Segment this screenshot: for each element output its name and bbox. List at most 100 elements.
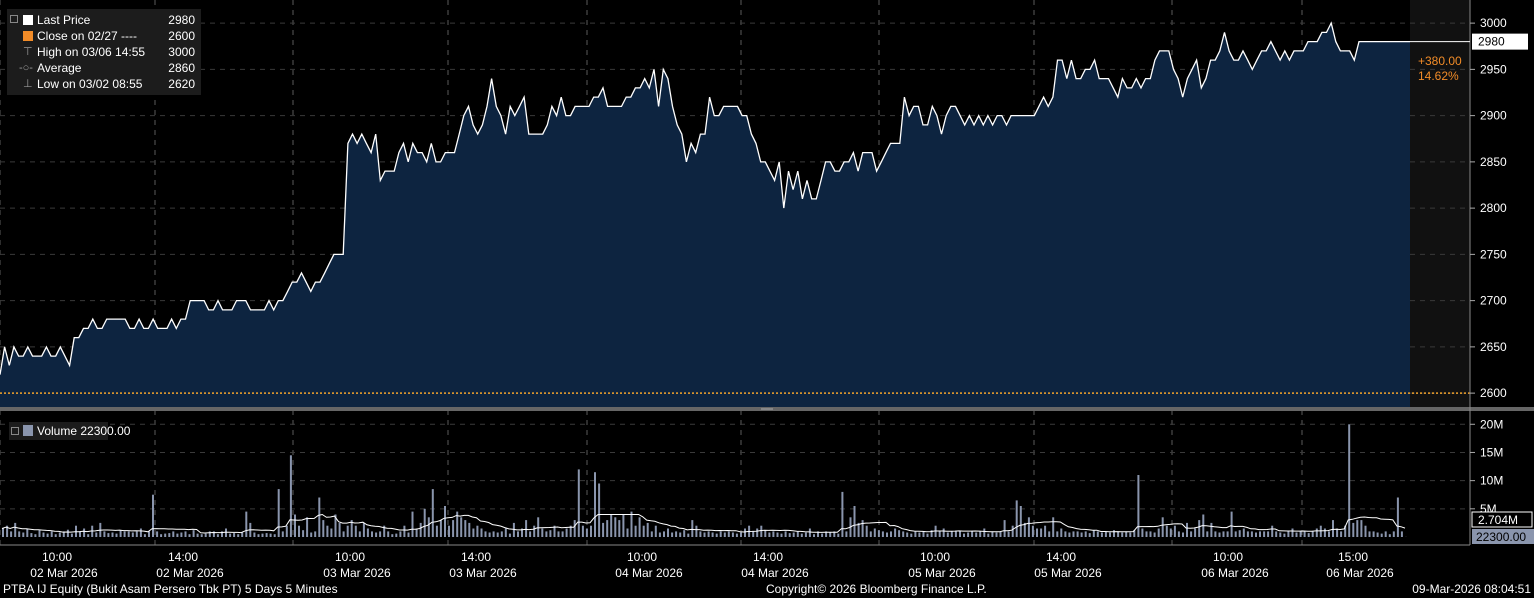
- volume-bar: [699, 531, 702, 537]
- volume-bar: [800, 533, 803, 537]
- volume-average-line: [1, 513, 1406, 534]
- volume-bar: [1088, 533, 1091, 537]
- volume-bar: [419, 522, 422, 537]
- volume-bar: [541, 528, 544, 537]
- volume-bar: [273, 534, 276, 537]
- volume-bar: [1019, 506, 1022, 537]
- volume-bar: [565, 528, 568, 537]
- volume-bar: [6, 525, 9, 537]
- volume-bar: [1303, 531, 1306, 537]
- volume-collapse-icon[interactable]: [11, 427, 19, 435]
- volume-bar: [922, 531, 925, 537]
- chart-axes: 3000 2950 2900 2850 2800 2750 2700 2650 2600 20M 1…: [0, 0, 1534, 580]
- y-tick-label: 2650: [1480, 340, 1507, 354]
- volume-bar: [34, 534, 37, 537]
- volume-bar: [914, 531, 917, 537]
- volume-bar: [1027, 517, 1030, 537]
- volume-bar: [18, 531, 21, 537]
- volume-bar: [577, 469, 580, 537]
- volume-bar: [581, 525, 584, 537]
- volume-bar: [1246, 531, 1249, 537]
- volume-bar: [1153, 532, 1156, 537]
- volume-bar: [517, 531, 519, 537]
- volume-bar: [1040, 528, 1043, 537]
- volume-bar: [456, 511, 459, 537]
- volume-bar: [1210, 522, 1213, 537]
- volume-bar: [837, 533, 840, 537]
- volume-bar: [298, 525, 300, 537]
- volume-bar: [427, 517, 430, 537]
- y-tick-label: 2700: [1480, 294, 1507, 308]
- volume-bar: [350, 520, 353, 537]
- volume-bar: [865, 525, 868, 537]
- volume-bar: [415, 528, 418, 537]
- volume-bar: [557, 531, 560, 537]
- volume-bar: [1360, 520, 1363, 537]
- volume-bar: [1376, 532, 1379, 537]
- volume-bar: [1311, 531, 1314, 537]
- volume-bar: [1315, 528, 1318, 537]
- volume-bar: [30, 533, 33, 537]
- volume-bar: [1287, 531, 1290, 537]
- volume-bar: [626, 528, 629, 537]
- volume-bar: [484, 531, 487, 537]
- volume-bar: [423, 508, 426, 537]
- volume-bar: [176, 533, 179, 537]
- volume-bar: [1400, 531, 1403, 537]
- last-price-value: 2980: [168, 13, 195, 27]
- x-tick-date: 05 Mar 2026: [1034, 566, 1102, 580]
- volume-legend: Volume 22300.00: [9, 422, 130, 440]
- volume-average-tag: [1471, 511, 1533, 528]
- volume-bar: [683, 530, 686, 537]
- volume-bar: [1165, 525, 1168, 537]
- volume-bar: [1238, 530, 1241, 537]
- volume-bar: [594, 472, 596, 537]
- volume-bar: [354, 525, 357, 537]
- volume-bar: [1031, 525, 1034, 537]
- volume-bar: [768, 532, 771, 537]
- volume-bar: [521, 528, 523, 537]
- legend-close: Close on 02/27 ---- 2600: [7, 28, 201, 44]
- volume-bar: [760, 525, 763, 537]
- volume-bar: [634, 525, 637, 537]
- volume-bar: [1129, 532, 1132, 537]
- volume-bar: [573, 520, 576, 537]
- x-tick-date: 06 Mar 2026: [1326, 566, 1394, 580]
- volume-bar: [285, 525, 288, 537]
- price-line: [0, 21, 1410, 375]
- volume-bar: [1364, 525, 1367, 537]
- volume-bar: [371, 531, 373, 537]
- volume-bar: [208, 531, 211, 537]
- legend-collapse-icon[interactable]: [10, 15, 18, 23]
- volume-bar: [764, 530, 767, 537]
- volume-bar: [435, 525, 438, 537]
- volume-bar: [959, 531, 961, 537]
- volume-bar: [289, 455, 292, 537]
- volume-bar: [500, 531, 503, 537]
- volume-bar: [667, 528, 669, 537]
- volume-bar: [1336, 528, 1339, 537]
- volume-bar: [772, 531, 775, 537]
- volume-bar: [1056, 531, 1059, 537]
- volume-bar: [877, 530, 880, 537]
- volume-bar: [979, 531, 982, 537]
- y-tick-label: 2900: [1480, 109, 1507, 123]
- volume-bar: [103, 531, 106, 537]
- volume-bar: [87, 534, 90, 537]
- volume-bar: [127, 531, 130, 537]
- volume-bar: [675, 531, 678, 537]
- volume-bar: [707, 531, 710, 537]
- volume-bar: [1052, 517, 1055, 537]
- volume-bar: [342, 531, 345, 537]
- volume-bar: [671, 532, 674, 537]
- volume-bar: [598, 483, 601, 537]
- y-tick-label: 2850: [1480, 155, 1507, 169]
- volume-bar: [1380, 533, 1383, 537]
- volume-bar: [156, 531, 159, 537]
- volume-bar: [70, 533, 73, 537]
- volume-bar: [585, 528, 588, 537]
- volume-last-tag: [1472, 529, 1534, 544]
- volume-bar: [184, 531, 187, 537]
- x-tick-date: 04 Mar 2026: [741, 566, 809, 580]
- x-tick-time: 10:00: [1213, 550, 1243, 564]
